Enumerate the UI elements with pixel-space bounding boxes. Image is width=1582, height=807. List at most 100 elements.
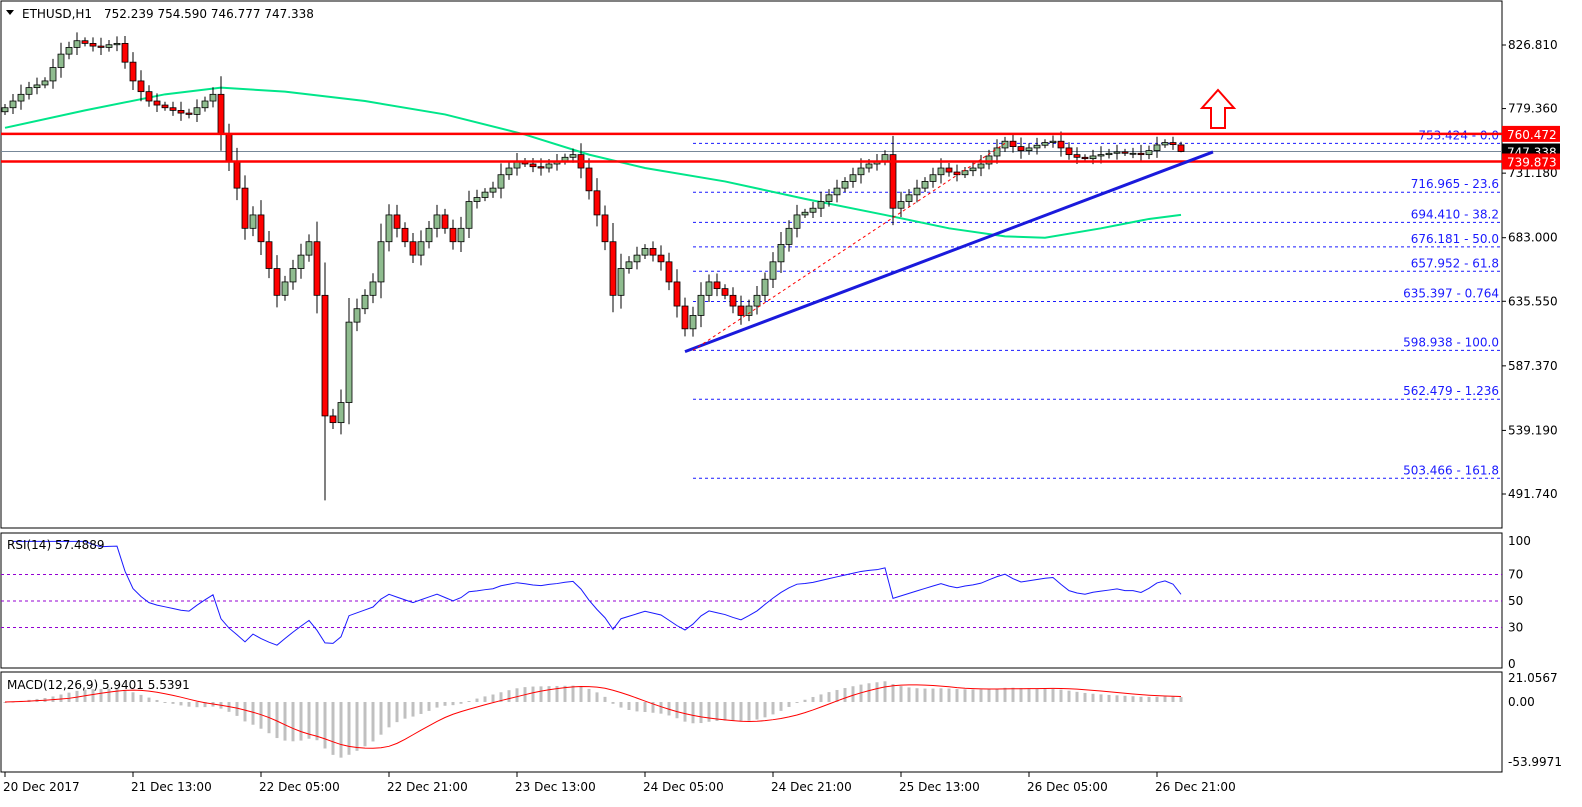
candle[interactable] bbox=[785, 220, 793, 252]
candle[interactable] bbox=[657, 245, 665, 271]
candle[interactable] bbox=[385, 204, 393, 252]
candle[interactable] bbox=[713, 273, 721, 297]
candle[interactable] bbox=[961, 167, 969, 179]
candle[interactable] bbox=[297, 243, 305, 279]
candle[interactable] bbox=[793, 204, 801, 238]
candle[interactable] bbox=[929, 167, 937, 188]
candle[interactable] bbox=[681, 297, 689, 337]
candle[interactable] bbox=[377, 223, 385, 299]
candle[interactable] bbox=[473, 189, 481, 209]
candle[interactable] bbox=[41, 77, 49, 89]
candle[interactable] bbox=[113, 36, 121, 52]
candle[interactable] bbox=[769, 252, 777, 288]
candle[interactable] bbox=[345, 298, 353, 425]
candle[interactable] bbox=[9, 93, 17, 115]
candle[interactable] bbox=[57, 42, 65, 78]
candle[interactable] bbox=[921, 177, 929, 193]
candle[interactable] bbox=[745, 299, 753, 322]
trendline[interactable] bbox=[684, 150, 1214, 354]
rsi-pane[interactable]: 100 70 50 30 0 bbox=[0, 532, 1531, 671]
candle[interactable] bbox=[625, 256, 633, 274]
candle[interactable] bbox=[1129, 147, 1137, 159]
candle[interactable] bbox=[673, 269, 681, 318]
candle[interactable] bbox=[825, 189, 833, 207]
candle[interactable] bbox=[353, 298, 361, 332]
candle[interactable] bbox=[457, 216, 465, 252]
candle[interactable] bbox=[105, 40, 113, 52]
candle[interactable] bbox=[897, 191, 905, 217]
candle[interactable] bbox=[609, 222, 617, 313]
candle[interactable] bbox=[729, 287, 737, 314]
candle[interactable] bbox=[89, 37, 97, 52]
candle[interactable] bbox=[497, 163, 505, 199]
candle[interactable] bbox=[841, 177, 849, 193]
candle[interactable] bbox=[17, 84, 25, 110]
candle[interactable] bbox=[289, 259, 297, 290]
candle[interactable] bbox=[1001, 136, 1009, 152]
candle[interactable] bbox=[601, 205, 609, 251]
candle[interactable] bbox=[185, 108, 193, 119]
dropdown-triangle-icon[interactable] bbox=[6, 10, 14, 15]
candle[interactable] bbox=[81, 37, 89, 47]
candle[interactable] bbox=[585, 158, 593, 200]
candle[interactable] bbox=[665, 252, 673, 291]
candle[interactable] bbox=[241, 175, 249, 240]
candle[interactable] bbox=[945, 163, 953, 177]
candle[interactable] bbox=[505, 162, 513, 180]
candle[interactable] bbox=[801, 208, 809, 218]
candle[interactable] bbox=[305, 234, 313, 262]
candle[interactable] bbox=[809, 201, 817, 218]
candle[interactable] bbox=[1161, 139, 1169, 148]
candle[interactable] bbox=[905, 189, 913, 207]
candle[interactable] bbox=[97, 37, 105, 55]
candle[interactable] bbox=[401, 222, 409, 248]
candle[interactable] bbox=[1017, 137, 1025, 159]
candle[interactable] bbox=[137, 70, 145, 102]
candle[interactable] bbox=[281, 275, 289, 301]
candle[interactable] bbox=[321, 262, 329, 501]
main-pane[interactable]: 826.810 779.360 731.180 683.000 635.550 587.3… bbox=[0, 0, 1560, 529]
candle[interactable] bbox=[985, 149, 993, 170]
candle[interactable] bbox=[33, 77, 41, 95]
candle[interactable] bbox=[1105, 148, 1113, 159]
candle[interactable] bbox=[481, 188, 489, 202]
candle[interactable] bbox=[1121, 148, 1129, 156]
candle[interactable] bbox=[1025, 143, 1033, 155]
candle[interactable] bbox=[913, 179, 921, 203]
candle[interactable] bbox=[393, 204, 401, 238]
candle[interactable] bbox=[161, 101, 169, 111]
candle[interactable] bbox=[993, 139, 1001, 164]
candle[interactable] bbox=[593, 178, 601, 227]
candle[interactable] bbox=[1049, 135, 1057, 148]
candle[interactable] bbox=[705, 274, 713, 302]
candle[interactable] bbox=[633, 246, 641, 270]
candle[interactable] bbox=[65, 41, 73, 60]
candle[interactable] bbox=[433, 204, 441, 238]
candle[interactable] bbox=[73, 32, 81, 55]
candle[interactable] bbox=[369, 273, 377, 304]
candle[interactable] bbox=[737, 295, 745, 325]
candle[interactable] bbox=[721, 284, 729, 300]
candle[interactable] bbox=[1153, 136, 1161, 158]
candle[interactable] bbox=[193, 99, 201, 122]
candle[interactable] bbox=[1145, 145, 1153, 160]
candle[interactable] bbox=[465, 190, 473, 238]
candle[interactable] bbox=[753, 285, 761, 315]
candle[interactable] bbox=[1057, 131, 1065, 157]
candle[interactable] bbox=[1065, 142, 1073, 160]
candle[interactable] bbox=[1169, 136, 1177, 150]
candle[interactable] bbox=[417, 230, 425, 266]
candle[interactable] bbox=[145, 85, 153, 107]
macd-pane[interactable]: 21.0567 0.00 -53.9971 bbox=[0, 671, 1562, 773]
candle[interactable] bbox=[249, 206, 257, 237]
candle[interactable] bbox=[1009, 134, 1017, 153]
candle[interactable] bbox=[409, 233, 417, 263]
candle[interactable] bbox=[649, 241, 657, 262]
candle[interactable] bbox=[25, 81, 33, 100]
candle[interactable] bbox=[777, 232, 785, 273]
candle[interactable] bbox=[425, 220, 433, 249]
candle[interactable] bbox=[1177, 141, 1185, 153]
candle[interactable] bbox=[313, 221, 321, 314]
candle[interactable] bbox=[177, 101, 185, 121]
